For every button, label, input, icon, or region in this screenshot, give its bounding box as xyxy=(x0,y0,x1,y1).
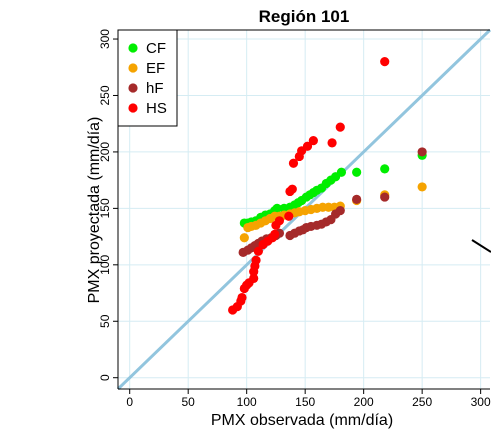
legend-marker xyxy=(128,83,138,93)
y-tick-label: 150 xyxy=(98,198,112,218)
x-tick-label: 50 xyxy=(182,395,196,409)
legend-label: CF xyxy=(146,40,166,57)
x-tick-label: 200 xyxy=(354,395,374,409)
y-tick-label: 250 xyxy=(98,85,112,105)
legend-marker xyxy=(128,63,138,73)
data-point xyxy=(336,167,347,177)
data-point xyxy=(327,138,337,148)
data-point xyxy=(253,246,263,256)
y-tick-label: 100 xyxy=(98,254,112,274)
x-axis-label: PMX observada (mm/día) xyxy=(211,412,393,429)
data-point xyxy=(284,211,294,221)
data-points xyxy=(228,57,427,315)
data-point xyxy=(272,203,282,213)
legend-label: HS xyxy=(146,100,167,117)
y-axis-label: PMX proyectada (mm/día) xyxy=(86,117,103,304)
y-tick-label: 0 xyxy=(98,374,112,381)
legend: CF EF hF HS xyxy=(117,29,178,127)
y-axis-ticks: 0 50 100 150 200 250 300 xyxy=(98,29,118,381)
data-point xyxy=(274,216,285,226)
data-point xyxy=(270,229,280,239)
data-point xyxy=(287,184,297,194)
data-point xyxy=(249,273,259,283)
data-point xyxy=(380,57,390,67)
series-HS xyxy=(228,57,390,315)
data-point xyxy=(288,158,299,168)
data-point xyxy=(239,233,249,243)
data-point xyxy=(352,194,362,204)
legend-box xyxy=(117,29,178,127)
y-tick-label: 200 xyxy=(98,142,112,162)
data-point xyxy=(380,164,390,174)
data-point xyxy=(237,292,247,303)
data-point xyxy=(380,192,390,202)
data-point xyxy=(335,206,345,216)
x-tick-label: 250 xyxy=(412,395,432,409)
data-point xyxy=(335,122,345,132)
y-tick-label: 300 xyxy=(98,29,112,49)
annotation-mark xyxy=(471,239,491,253)
data-point xyxy=(417,182,427,192)
series-hF xyxy=(238,147,427,257)
chart-title: Región 101 xyxy=(259,7,350,26)
y-tick-label: 50 xyxy=(98,314,112,328)
x-tick-label: 300 xyxy=(471,395,491,409)
legend-label: EF xyxy=(146,60,165,77)
legend-marker xyxy=(128,103,138,113)
data-point xyxy=(302,141,313,151)
x-tick-label: 100 xyxy=(237,395,257,409)
x-tick-label: 0 xyxy=(126,395,133,409)
x-axis-ticks: 0 50 100 150 200 250 300 xyxy=(126,389,491,409)
legend-label: hF xyxy=(146,80,164,97)
data-point xyxy=(417,147,427,157)
data-point xyxy=(352,167,362,177)
legend-marker xyxy=(128,43,138,53)
x-tick-label: 150 xyxy=(295,395,315,409)
data-point xyxy=(308,136,318,146)
data-point xyxy=(251,255,261,265)
